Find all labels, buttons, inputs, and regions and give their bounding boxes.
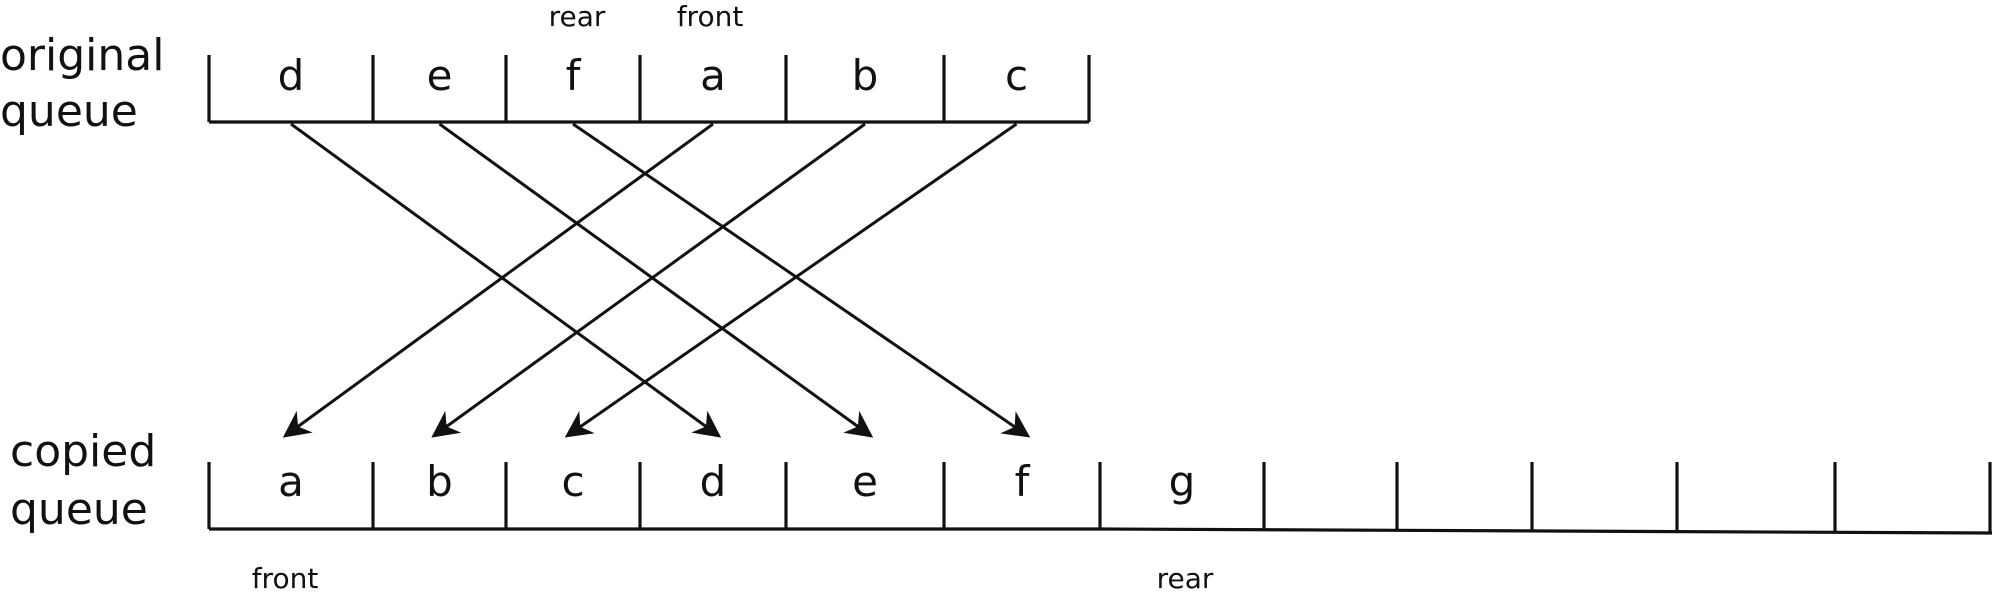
original-cell-0: d	[278, 51, 305, 100]
copied-cell-5: f	[1015, 457, 1031, 506]
original-cell-1: e	[427, 51, 453, 100]
copied-queue-label-line1: copied	[10, 426, 156, 477]
arrow-e-to-slot-4	[438, 122, 874, 438]
copied-cell-0: a	[278, 457, 304, 506]
original-cell-4: b	[852, 51, 879, 100]
copied-cell-1: b	[426, 457, 453, 506]
original-cell-5: c	[1005, 51, 1028, 100]
copy-arrows	[282, 122, 1031, 438]
original-cell-3: a	[700, 51, 726, 100]
copied-cell-6: g	[1169, 457, 1196, 506]
copied-queue: a b c d e f g	[207, 457, 1992, 535]
copied-cell-3: d	[700, 457, 727, 506]
arrow-d-to-slot-3	[290, 122, 722, 438]
original-queue-label-line2: queue	[0, 86, 138, 137]
arrow-f-to-slot-5	[572, 122, 1031, 438]
copied-queue-dividers	[207, 462, 1992, 533]
copied-queue-cells: a b c d e f g	[278, 457, 1195, 506]
original-front-label: front	[677, 0, 744, 33]
copied-cell-4: e	[852, 457, 878, 506]
original-queue-label-line1: original	[0, 30, 164, 81]
arrow-b-to-slot-1	[431, 122, 866, 438]
copied-cell-2: c	[561, 457, 584, 506]
original-queue-dividers	[207, 55, 1091, 122]
copied-queue-baseline-right	[1099, 527, 1992, 535]
copied-rear-label: rear	[1157, 562, 1214, 595]
copied-front-label: front	[252, 562, 319, 595]
original-rear-label: rear	[549, 0, 606, 33]
original-cell-2: f	[566, 51, 582, 100]
arrow-c-to-slot-2	[564, 122, 1018, 438]
copied-queue-label-line2: queue	[10, 484, 148, 535]
arrow-a-to-slot-0	[282, 122, 714, 438]
